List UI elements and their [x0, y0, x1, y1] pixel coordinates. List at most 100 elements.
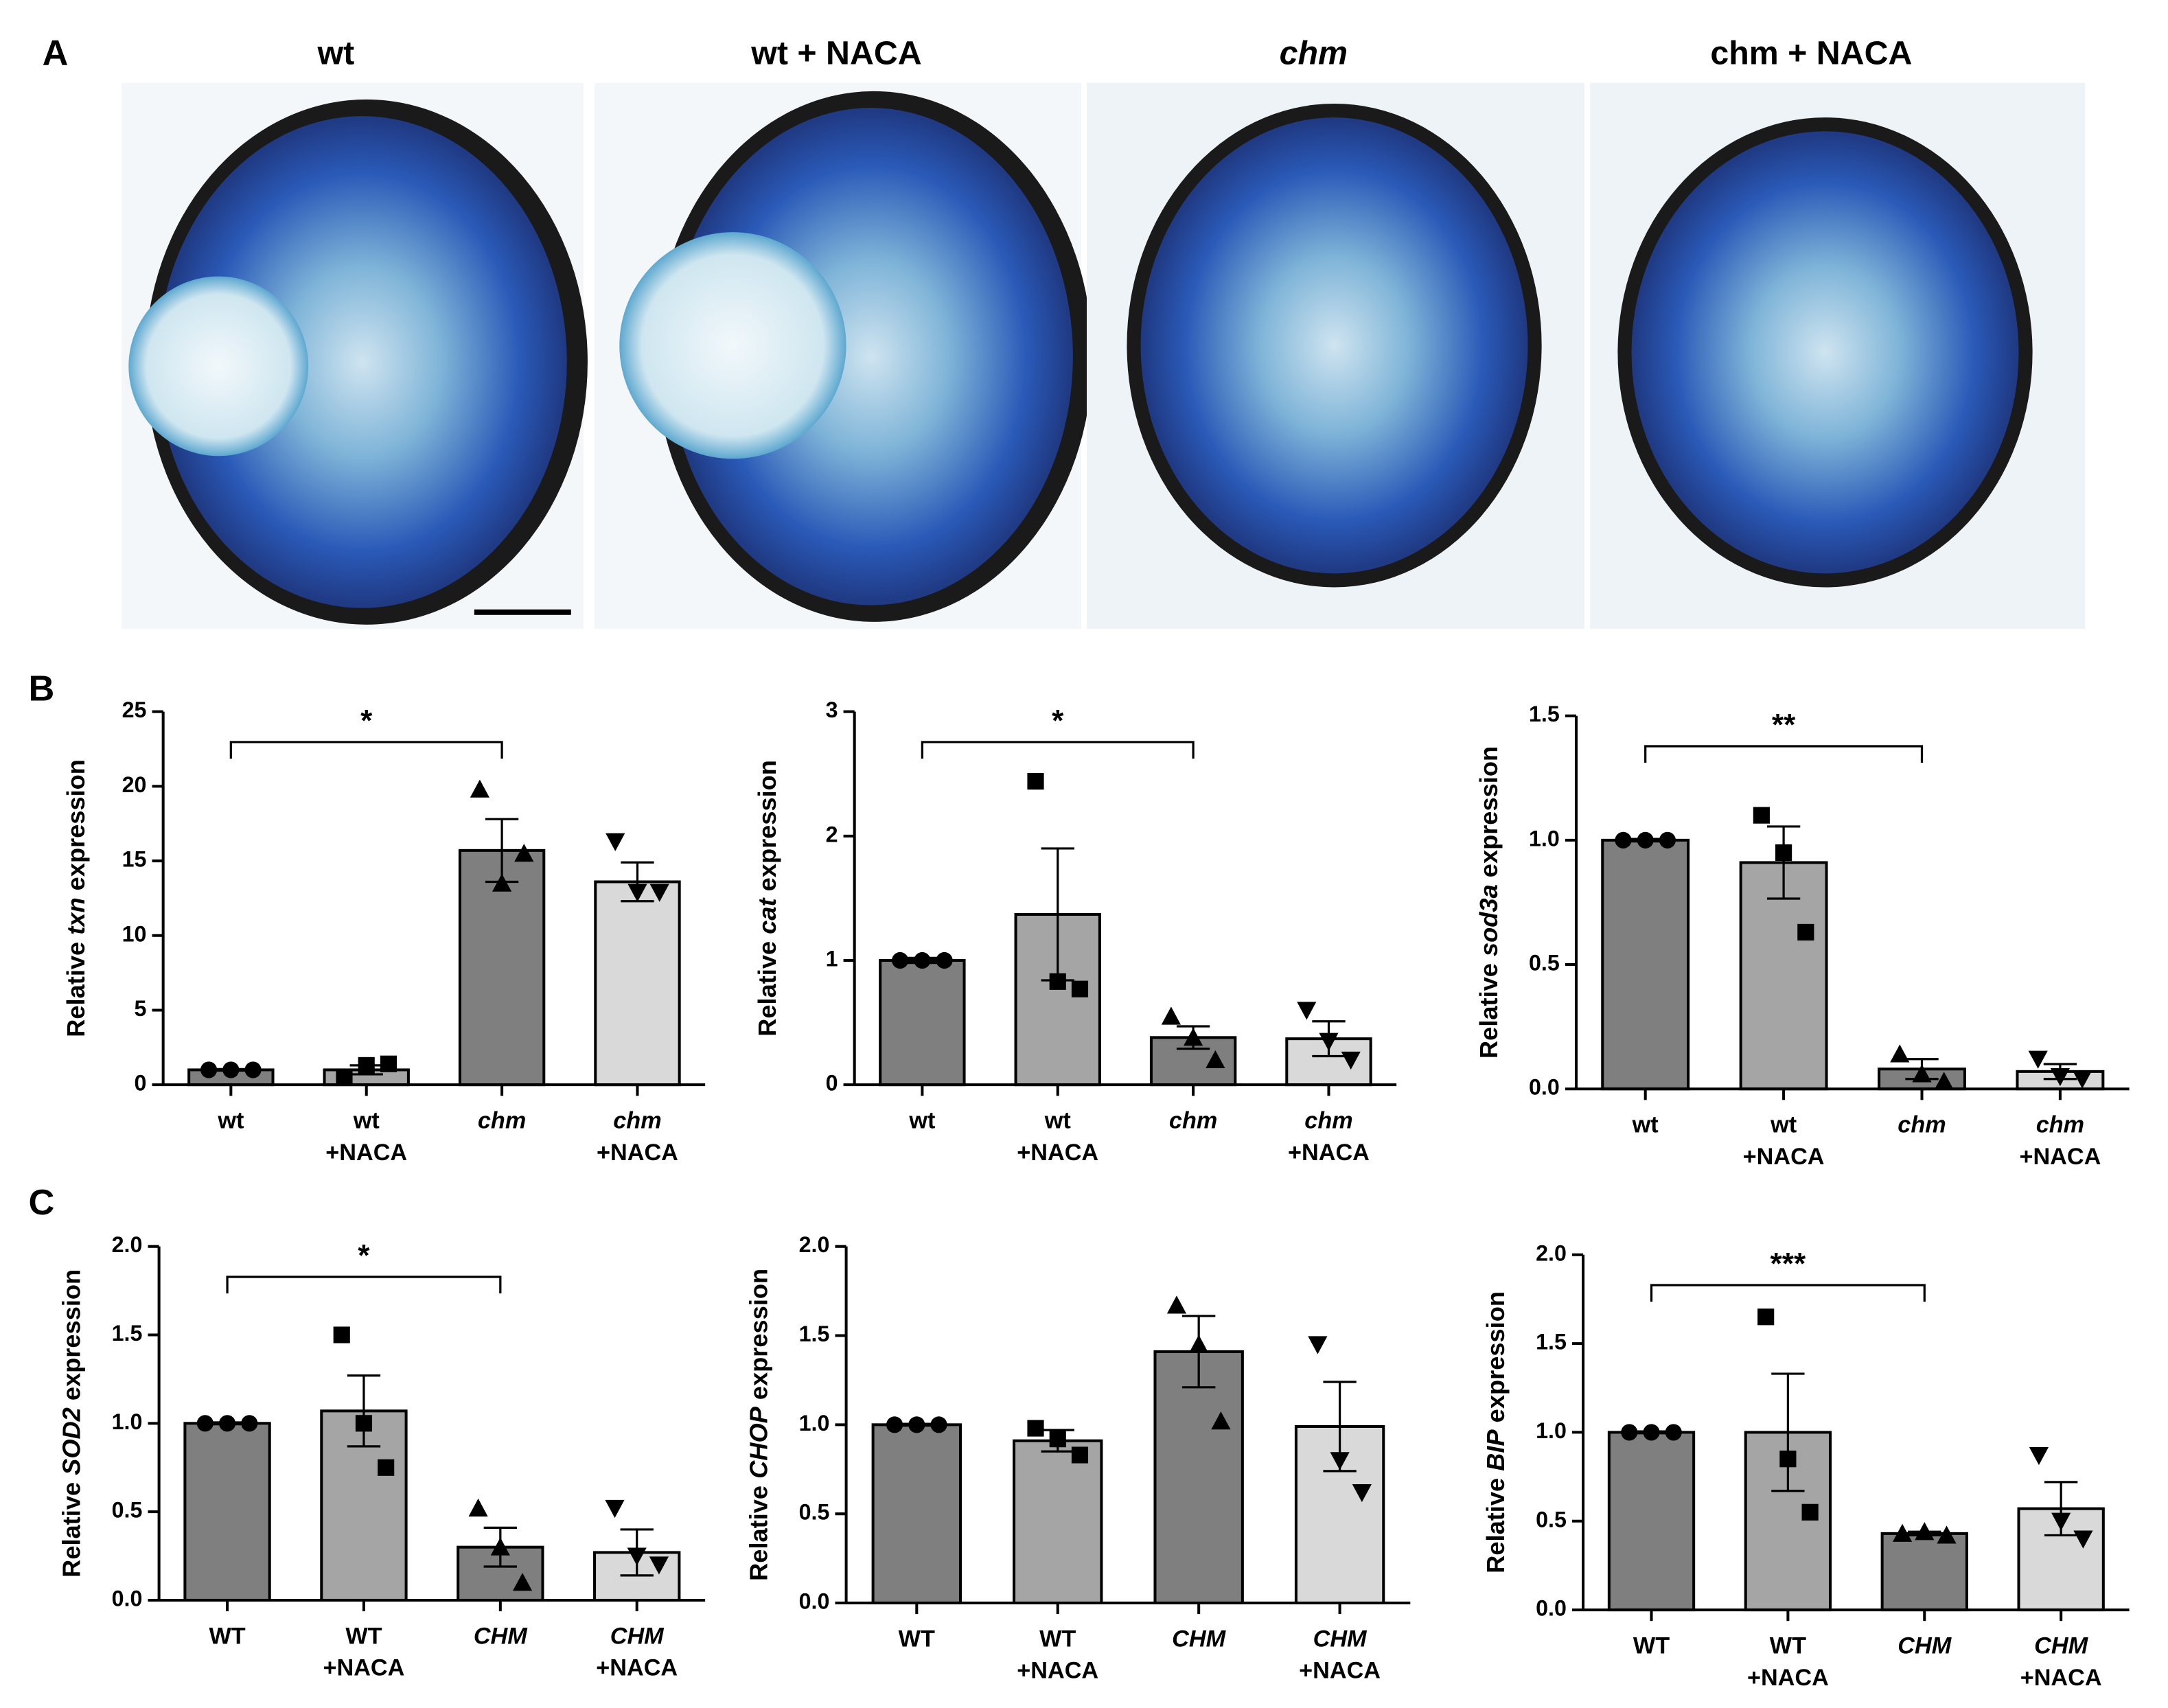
significance-bracket — [229, 741, 503, 759]
x-tick-label: +NACA — [1288, 1140, 1370, 1166]
y-tick-label: 1.5 — [1536, 1330, 1567, 1354]
bar — [871, 1423, 962, 1605]
y-axis-label: Relative SOD2 expression — [57, 1269, 85, 1578]
y-tick-label: 2.0 — [1536, 1240, 1567, 1265]
data-point — [1757, 1308, 1775, 1326]
data-point — [1637, 831, 1654, 849]
y-axis-label: Relative txn expression — [61, 759, 89, 1037]
data-point — [892, 951, 909, 969]
y-label-part: Relative — [57, 1482, 85, 1578]
y-label-part: Relative — [61, 942, 89, 1037]
data-point — [1341, 1051, 1361, 1070]
y-label-part: Relative — [1475, 963, 1503, 1059]
data-point — [1665, 1424, 1682, 1441]
bar — [1013, 1439, 1103, 1605]
y-tick-label: 0.0 — [799, 1589, 830, 1614]
data-point — [606, 833, 625, 851]
y-tick-label: 1.5 — [799, 1322, 830, 1346]
x-tick-label: WT — [1039, 1626, 1076, 1652]
data-point — [1753, 807, 1770, 824]
data-point — [222, 1061, 240, 1078]
bar — [1880, 1532, 1968, 1612]
significance-bracket — [1644, 745, 1924, 763]
data-point — [1211, 1411, 1231, 1430]
bar-chart: 0.0 0.5 1.0 1.5 2.0 WT WT +NACA CHM CHM +NACA Relat… — [744, 1232, 1411, 1684]
x-tick-label: WT — [899, 1626, 935, 1652]
data-point — [244, 1061, 262, 1078]
image-title: wt — [317, 34, 355, 71]
data-point — [2073, 1530, 2093, 1549]
data-point — [333, 1326, 350, 1343]
data-point — [1330, 1452, 1350, 1470]
x-tick-label: WT — [1633, 1632, 1670, 1659]
x-tick-label: WT — [345, 1623, 382, 1649]
x-tick-label: chm — [613, 1108, 661, 1134]
x-tick-label: CHM — [1172, 1626, 1226, 1652]
x-tick-label: +NACA — [325, 1140, 407, 1166]
data-point — [2050, 1068, 2071, 1087]
y-tick-label: 25 — [122, 697, 147, 722]
y-label-part: Relative — [1481, 1478, 1510, 1573]
data-point — [1027, 1420, 1044, 1437]
data-point — [241, 1415, 258, 1432]
y-tick-label: 20 — [122, 772, 147, 797]
y-label-part: expression — [57, 1269, 85, 1400]
x-tick-label: CHM — [1313, 1626, 1368, 1652]
data-point — [2073, 1070, 2092, 1089]
data-point — [512, 1573, 533, 1591]
data-point — [468, 1498, 488, 1517]
data-point — [908, 1416, 925, 1433]
x-tick-label: +NACA — [1017, 1658, 1098, 1684]
x-tick-label: chm — [478, 1108, 526, 1134]
data-point — [2051, 1512, 2071, 1531]
y-tick-label: 0.5 — [112, 1498, 143, 1523]
x-tick-label: wt — [1044, 1108, 1071, 1134]
bar-chart: 0.0 0.5 1.0 1.5 2.0 WT WT +NACA CHM CHM +NACA Relat… — [57, 1232, 706, 1681]
data-point — [378, 1459, 395, 1476]
significance-label: * — [360, 704, 373, 737]
data-point — [380, 1055, 397, 1072]
y-axis-label: Relative BIP expression — [1481, 1291, 1510, 1573]
y-label-gene: BIP — [1481, 1429, 1510, 1471]
data-point — [196, 1415, 214, 1432]
y-tick-label: 0.5 — [1536, 1507, 1567, 1532]
data-point — [605, 1499, 625, 1519]
y-tick-label: 1.0 — [1529, 826, 1560, 851]
data-point — [1071, 1446, 1089, 1464]
panel-label: A — [43, 33, 69, 73]
data-point — [490, 1537, 510, 1556]
y-tick-label: 1.0 — [1536, 1418, 1567, 1443]
y-tick-label: 0.5 — [1529, 951, 1560, 976]
data-point — [1912, 1064, 1932, 1083]
bar — [1153, 1350, 1244, 1605]
data-point — [492, 873, 512, 892]
data-point — [1659, 831, 1676, 849]
data-point — [1643, 1424, 1660, 1441]
x-tick-label: CHM — [1898, 1632, 1952, 1659]
x-tick-label: +NACA — [2020, 1665, 2102, 1691]
y-tick-label: 3 — [826, 697, 838, 722]
y-label-gene: SOD2 — [57, 1407, 85, 1475]
y-label-part: expression — [744, 1269, 772, 1400]
y-tick-label: 2.0 — [799, 1232, 830, 1257]
panel-label: B — [29, 669, 55, 708]
bar — [879, 958, 966, 1087]
bar-chart: 0.0 0.5 1.0 1.5 2.0 WT WT +NACA CHM CHM +NACA Relat… — [1481, 1240, 2130, 1691]
data-point — [1049, 973, 1066, 990]
data-point — [1027, 773, 1044, 790]
y-tick-label: 1.0 — [799, 1411, 830, 1435]
y-tick-label: 2.0 — [112, 1232, 143, 1257]
y-tick-label: 0 — [135, 1071, 147, 1096]
x-tick-label: +NACA — [597, 1140, 678, 1166]
x-tick-label: wt — [1632, 1112, 1659, 1138]
data-point — [2029, 1446, 2049, 1466]
data-point — [470, 779, 489, 798]
x-tick-label: chm — [2036, 1112, 2084, 1138]
data-point — [2028, 1050, 2048, 1069]
data-point — [886, 1416, 903, 1433]
data-point — [1621, 1424, 1638, 1441]
x-tick-label: chm — [1898, 1112, 1946, 1138]
data-point — [1308, 1336, 1328, 1354]
data-point — [627, 1547, 647, 1566]
data-point — [649, 1556, 669, 1575]
